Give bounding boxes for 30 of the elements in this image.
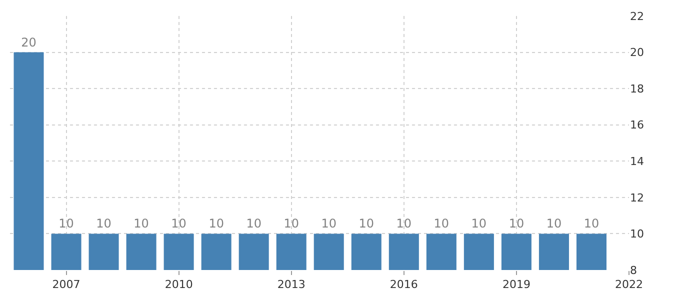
data-label: 10	[434, 216, 450, 231]
y-tick-label: 20	[630, 46, 644, 60]
y-tick-label: 18	[630, 82, 644, 96]
x-tick-label: 2013	[277, 278, 306, 292]
x-tick-label: 2019	[502, 278, 530, 292]
x-tick-label: 2010	[164, 278, 193, 292]
data-label: 10	[246, 216, 262, 231]
data-label: 10	[358, 216, 374, 231]
x-tick-label: 2016	[390, 278, 418, 292]
data-label: 10	[58, 216, 74, 231]
data-label: 10	[471, 216, 487, 231]
data-label: 10	[546, 216, 562, 231]
data-label: 10	[134, 216, 149, 231]
y-tick-label: 16	[630, 118, 644, 132]
y-tick-label: 8	[630, 264, 637, 277]
data-label: 10	[96, 216, 112, 231]
data-label: 10	[508, 216, 524, 231]
y-tick-label: 10	[630, 228, 644, 241]
data-label: 10	[584, 216, 600, 231]
y-tick-label: 22	[630, 10, 644, 23]
x-tick-label: 2007	[52, 278, 80, 292]
data-label: 10	[284, 216, 300, 231]
data-label: 10	[396, 216, 412, 231]
y-tick-label: 14	[630, 154, 644, 168]
data-label: 10	[208, 216, 224, 231]
data-label: 10	[171, 216, 186, 231]
x-tick-label: 2022	[615, 278, 643, 292]
data-label: 10	[321, 216, 337, 231]
y-tick-label: 12	[630, 191, 644, 204]
data-label: 20	[21, 35, 36, 50]
